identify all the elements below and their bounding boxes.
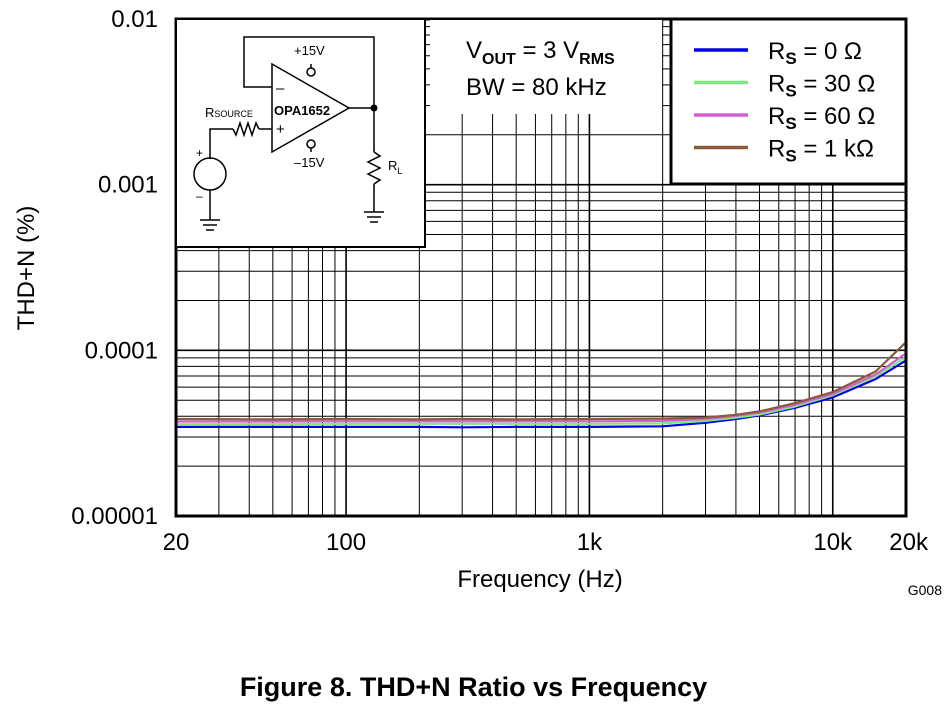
series-line: [176, 352, 907, 423]
series-line: [176, 359, 907, 429]
y-tick-label: 0.00001: [71, 503, 158, 530]
x-tick-label: 100: [326, 529, 366, 556]
feedback-wire: [243, 36, 375, 108]
x-tick-label: 1k: [577, 529, 603, 556]
vout-annotation: VOUT = 3 VRMS: [466, 37, 615, 68]
legend: RS = 0 ΩRS = 30 ΩRS = 60 ΩRS = 1 kΩ: [669, 17, 908, 186]
legend-label: RS = 1 kΩ: [768, 136, 874, 166]
legend-label: RS = 60 Ω: [768, 103, 875, 133]
source-minus-sign: –: [196, 189, 203, 203]
legend-label: RS = 0 Ω: [768, 38, 862, 68]
source-plus-sign: +: [196, 146, 203, 160]
source-resistor-label: RSOURCE: [205, 105, 253, 120]
plot-frame: [174, 17, 908, 518]
x-tick-label: 20k: [889, 529, 929, 556]
y-tick-label: 0.01: [111, 6, 158, 33]
load-resistor-label: RL: [388, 158, 402, 176]
figure-code: G008: [908, 582, 942, 598]
schematic-inset: +15V –15V – + OPA1652 RSOURCE + – RL: [175, 18, 426, 248]
source-resistor: [232, 120, 260, 138]
legend-label: RS = 30 Ω: [768, 71, 875, 101]
x-tick-label: 10k: [813, 529, 853, 556]
load-resistor: [366, 151, 382, 185]
supply-pos-label: +15V: [294, 43, 325, 58]
inverting-input-sign: –: [276, 80, 285, 97]
y-axis-label: THD+N (%): [13, 206, 40, 331]
series-lines: [175, 341, 907, 429]
x-tick-labels: 20 100 1k 10k 20k: [163, 529, 929, 556]
figure-caption: Figure 8. THD+N Ratio vs Frequency: [239, 672, 708, 702]
conditions-annotation: VOUT = 3 VRMS BW = 80 kHz: [430, 20, 662, 114]
x-axis-label: Frequency (Hz): [457, 566, 622, 593]
noninverting-input-sign: +: [276, 121, 285, 138]
y-tick-label: 0.001: [98, 172, 158, 199]
x-tick-label: 20: [163, 529, 190, 556]
opamp-label: OPA1652: [274, 103, 330, 118]
y-tick-labels: 0.01 0.001 0.0001 0.00001: [71, 6, 158, 530]
supply-neg-label: –15V: [294, 155, 325, 170]
opamp-symbol: [271, 62, 351, 154]
bw-annotation: BW = 80 kHz: [466, 74, 607, 101]
y-tick-label: 0.0001: [85, 337, 158, 364]
series-line: [176, 356, 907, 426]
series-line: [175, 341, 907, 421]
